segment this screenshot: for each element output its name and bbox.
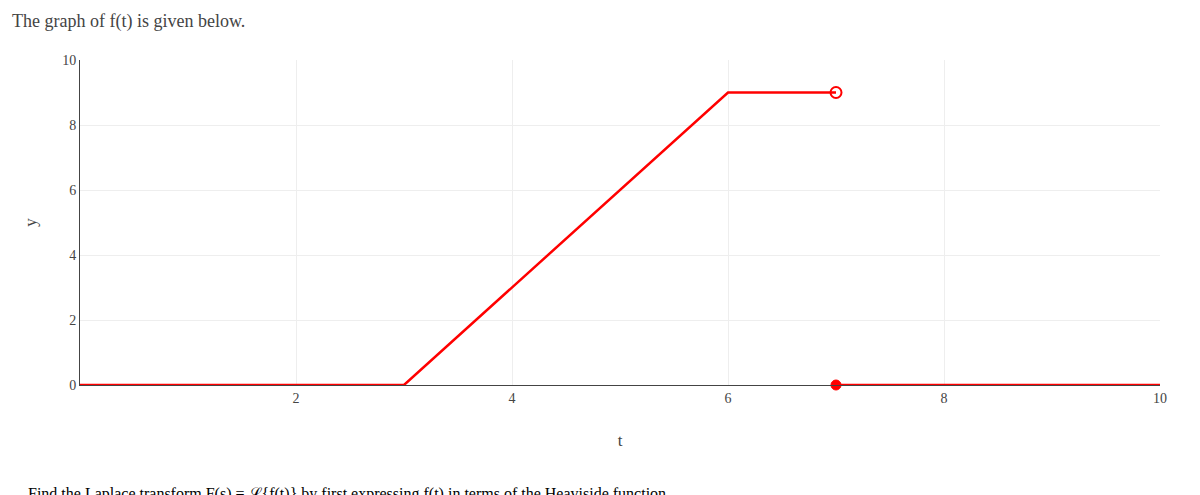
svg-text:2: 2 [69,313,76,328]
svg-text:10: 10 [62,53,76,68]
svg-text:8: 8 [69,118,76,133]
svg-text:Find the Laplace transform F(s: Find the Laplace transform F(s) = ℒ{f(t)… [28,485,670,495]
svg-text:6: 6 [725,391,732,406]
svg-text:0: 0 [69,378,76,393]
svg-text:8: 8 [941,391,948,406]
svg-text:4: 4 [69,248,76,263]
svg-text:The graph of f(t) is given bel: The graph of f(t) is given below. [12,11,245,32]
svg-text:6: 6 [69,183,76,198]
svg-text:2: 2 [293,391,300,406]
svg-text:4: 4 [509,391,516,406]
svg-text:y: y [21,218,40,227]
svg-text:10: 10 [1153,391,1167,406]
svg-text:t: t [618,431,623,450]
